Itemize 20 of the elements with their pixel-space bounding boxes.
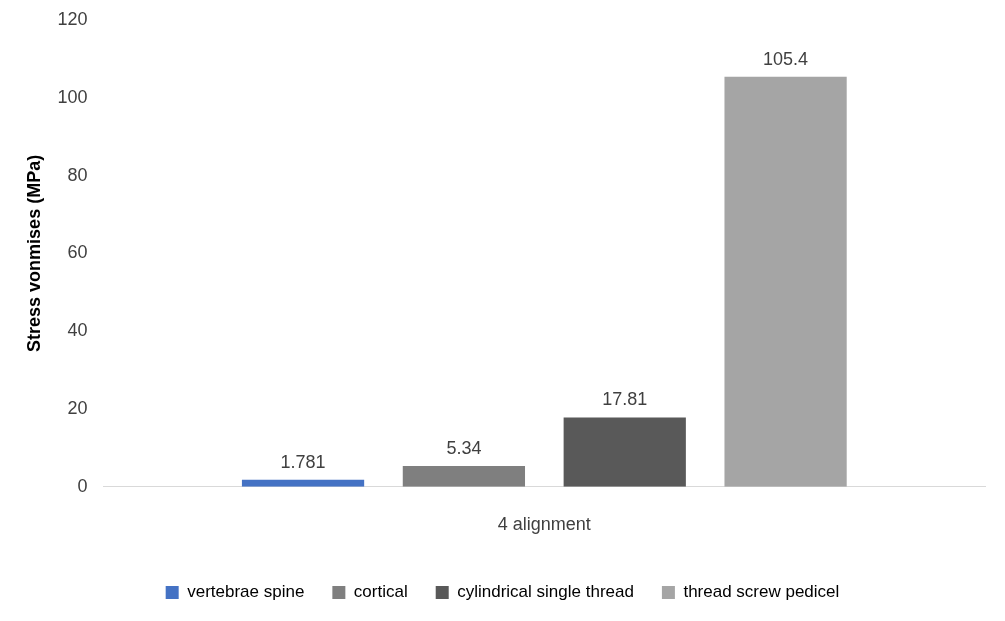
data-label: 1.781	[280, 451, 326, 472]
data-label: 17.81	[602, 389, 648, 410]
y-tick-label: 20	[67, 397, 88, 418]
bar	[724, 76, 847, 487]
legend-label: cylindrical single thread	[457, 582, 634, 602]
legend-label: cortical	[353, 582, 408, 602]
y-axis-title: Stress vonmises (MPa)	[23, 154, 44, 352]
y-tick-label: 120	[57, 8, 88, 29]
y-tick-label: 60	[67, 242, 88, 263]
legend-label: vertebrae spine	[187, 582, 305, 602]
data-label: 105.4	[763, 48, 809, 69]
y-tick-label: 80	[67, 164, 88, 185]
y-tick-label: 100	[57, 86, 88, 107]
legend-label: thread screw pedicel	[683, 582, 840, 602]
x-axis-title: 4 alignment	[497, 514, 591, 535]
y-tick-label: 0	[77, 475, 88, 496]
data-label: 5.34	[446, 438, 482, 458]
bar	[402, 466, 526, 487]
bar	[563, 417, 686, 487]
y-tick-label: 40	[67, 320, 88, 341]
